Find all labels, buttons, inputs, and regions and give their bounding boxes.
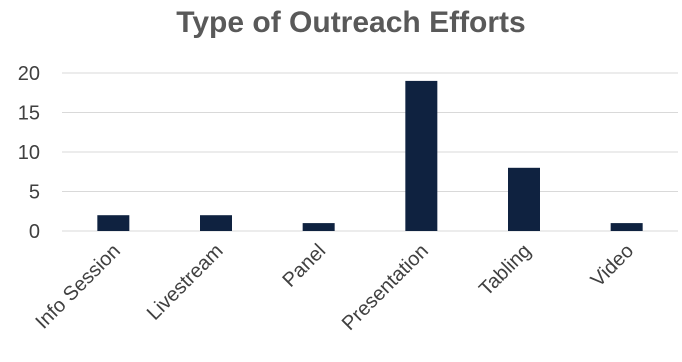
- gridlines: [62, 72, 678, 232]
- bar-video: [610, 223, 643, 231]
- bar-livestream: [200, 215, 232, 231]
- y-tick-label: 5: [29, 182, 40, 204]
- x-axis-ticks: Info Session Livestream Panel Presentation T…: [31, 240, 638, 335]
- x-tick-label: Livestream: [143, 240, 228, 325]
- x-tick-label: Tabling: [475, 240, 535, 300]
- chart-title: Type of Outreach Efforts: [176, 6, 525, 39]
- y-tick-label: 10: [18, 142, 40, 164]
- x-tick-label: Info Session: [31, 240, 124, 333]
- y-tick-label: 15: [18, 103, 40, 125]
- x-tick-label: Video: [587, 240, 638, 291]
- bar-tabling: [508, 167, 540, 231]
- bar-panel: [302, 223, 335, 231]
- bar-info-session: [97, 215, 130, 231]
- x-tick-label: Panel: [278, 240, 330, 292]
- bar-presentation: [405, 80, 438, 232]
- y-tick-label: 20: [18, 63, 40, 85]
- bars: [97, 80, 643, 232]
- x-tick-label: Presentation: [338, 240, 433, 335]
- y-axis-ticks: 0 5 10 15 20: [18, 63, 40, 243]
- y-tick-label: 0: [29, 221, 40, 243]
